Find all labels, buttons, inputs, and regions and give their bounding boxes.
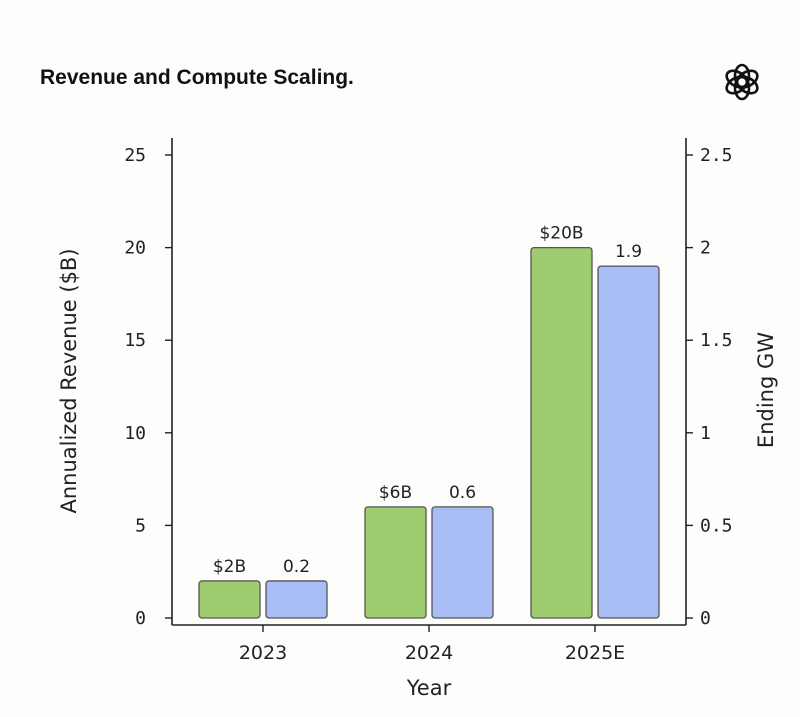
left-tick-label: 25 — [124, 145, 146, 166]
y-axis-label: Annualized Revenue ($B) — [57, 248, 81, 513]
revenue-bar — [198, 580, 261, 619]
right-tick-label: 0 — [700, 608, 711, 629]
gw-bar — [597, 265, 660, 619]
revenue-bar — [530, 246, 593, 619]
gw-data-label: 0.2 — [283, 557, 310, 577]
left-tick-label: 20 — [124, 238, 146, 259]
y2-axis-label: Ending GW — [754, 332, 778, 448]
revenue-bar — [364, 506, 427, 619]
x-tick-label: 2025E — [565, 642, 625, 664]
chart-bars — [198, 246, 660, 619]
revenue-data-label: $6B — [379, 483, 412, 503]
x-tick-label: 2024 — [405, 642, 453, 664]
x-axis-label: Year — [406, 676, 452, 700]
gw-bar — [265, 580, 328, 619]
revenue-data-label: $20B — [539, 224, 583, 244]
left-tick-label: 0 — [135, 608, 146, 629]
chart-title: Revenue and Compute Scaling. — [40, 66, 354, 89]
right-tick-label: 1.5 — [700, 330, 733, 351]
revenue-data-label: $2B — [213, 557, 246, 577]
chart-labels: $2B 0.2 $6B 0.6 $20B 1.9 — [213, 224, 642, 577]
left-tick-label: 10 — [124, 423, 146, 444]
chart-axes: 0 5 10 15 20 25 0 0.5 1 1.5 2 2.5 Annualized Revenue… — [57, 138, 778, 700]
left-tick-label: 15 — [124, 330, 146, 351]
x-tick-label: 2023 — [239, 642, 287, 664]
right-tick-label: 1 — [700, 423, 711, 444]
gw-bar — [431, 506, 494, 619]
right-tick-label: 0.5 — [700, 515, 733, 536]
left-tick-label: 5 — [135, 515, 146, 536]
right-tick-label: 2 — [700, 238, 711, 259]
gw-data-label: 0.6 — [449, 483, 476, 503]
gw-data-label: 1.9 — [615, 242, 642, 262]
right-tick-label: 2.5 — [700, 145, 733, 166]
openai-logo-icon — [725, 63, 759, 101]
